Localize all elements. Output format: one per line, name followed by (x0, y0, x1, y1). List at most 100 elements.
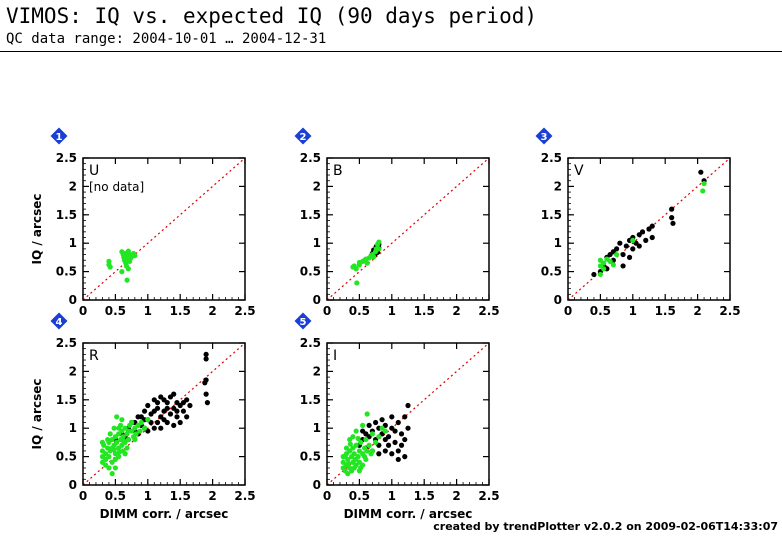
y-tick-label: 1 (554, 236, 562, 250)
x-tick-label: 0.5 (105, 489, 126, 503)
x-tick-label: 1 (388, 489, 396, 503)
y-tick-label: 0.5 (541, 265, 562, 279)
data-point-green (138, 419, 144, 426)
data-point-green (351, 465, 357, 471)
data-point-green (114, 414, 120, 420)
data-point-black (405, 425, 411, 431)
filter-label: U (89, 163, 99, 179)
data-point-black (158, 425, 164, 431)
data-point-green (124, 445, 130, 451)
data-point-black (669, 215, 675, 221)
y-tick-label: 0.5 (56, 265, 77, 279)
x-tick-label: 2 (208, 489, 216, 503)
panel-number: 2 (300, 132, 307, 143)
data-point-black (204, 400, 211, 406)
data-point-green (132, 436, 138, 443)
data-point-green (361, 454, 368, 460)
x-tick-label: 1.5 (170, 304, 191, 318)
data-point-green (345, 471, 351, 477)
x-tick-label: 2 (208, 304, 216, 318)
data-point-black (184, 414, 190, 420)
data-point-green (358, 465, 364, 471)
data-point-green (124, 277, 130, 283)
y-axis-label: IQ / arcsec (30, 379, 44, 450)
reference-line (82, 157, 246, 301)
data-point-green (106, 454, 112, 460)
data-point-green (125, 436, 131, 443)
panel-U: 0 0.5 1 1.5 2 2.5 0 0.5 1 1.5 2 2.5 IQ / arcsec U[no … (30, 127, 256, 318)
data-point-black (167, 411, 174, 417)
data-point-green (343, 445, 350, 451)
y-tick-label: 2 (554, 179, 562, 193)
panel-number-badge-icon (294, 127, 312, 145)
x-tick-label: 1 (388, 304, 396, 318)
data-point-green (347, 441, 353, 447)
data-point-green (107, 264, 113, 270)
data-point-black (164, 405, 170, 411)
data-point-black (614, 246, 620, 252)
y-tick-label: 2 (313, 179, 321, 193)
x-axis-label: DIMM corr. / arcsec (100, 507, 229, 521)
y-tick-label: 0 (313, 293, 321, 307)
data-point-green (376, 434, 382, 440)
y-tick-label: 2.5 (300, 151, 321, 165)
data-point-green (369, 431, 375, 437)
data-point-black (167, 394, 174, 400)
data-point-green (354, 280, 360, 286)
data-point-green (597, 271, 604, 278)
data-point-green (614, 251, 620, 258)
filter-label: B (333, 163, 343, 179)
x-tick-label: 1.5 (414, 489, 435, 503)
panel-V: 0 0.5 1 1.5 2 2.5 0 0.5 1 1.5 2 2.5 V 3 (535, 127, 741, 318)
x-tick-label: 2.5 (234, 489, 255, 503)
data-point-green (116, 454, 122, 460)
data-point-black (698, 169, 704, 175)
data-point-black (202, 380, 208, 386)
y-axis-label: IQ / arcsec (30, 194, 44, 265)
data-point-black (392, 428, 398, 434)
y-tick-label: 1.5 (541, 208, 562, 222)
data-point-green (114, 439, 120, 445)
y-tick-label: 1 (313, 421, 321, 435)
x-tick-label: 2 (452, 304, 460, 318)
data-point-black (174, 414, 180, 420)
data-point-black (649, 223, 655, 229)
data-point-black (151, 425, 157, 431)
data-point-green (364, 411, 370, 417)
data-point-green (119, 417, 125, 423)
header-divider (0, 51, 782, 52)
data-point-black (180, 400, 187, 406)
y-tick-label: 1.5 (300, 208, 321, 222)
data-point-black (379, 417, 385, 423)
data-point-green (119, 269, 125, 275)
data-point-black (203, 391, 209, 397)
data-point-black (591, 271, 597, 278)
data-point-black (398, 442, 405, 448)
x-tick-label: 0 (79, 489, 87, 503)
data-point-black (626, 254, 633, 260)
data-point-green (111, 447, 117, 453)
data-point-green (601, 266, 607, 272)
data-point-green (105, 436, 111, 443)
panel-R: 0 0.5 1 1.5 2 2.5 0 0.5 1 1.5 2 2.5 IQ / arcsec DIMM … (30, 312, 256, 521)
x-tick-label: 2.5 (478, 489, 499, 503)
data-point-black (395, 419, 401, 426)
data-point-black (630, 246, 636, 252)
y-tick-label: 2.5 (541, 151, 562, 165)
x-tick-label: 0.5 (349, 304, 370, 318)
data-point-black (203, 351, 209, 357)
y-tick-label: 0.5 (56, 450, 77, 464)
y-tick-label: 0 (313, 478, 321, 492)
data-point-green (353, 266, 359, 272)
data-point-green (345, 460, 351, 467)
y-tick-label: 2.5 (300, 336, 321, 350)
x-tick-label: 0 (79, 304, 87, 318)
data-point-black (405, 402, 411, 409)
panel-number-badge-icon (294, 312, 312, 330)
y-tick-label: 2 (69, 364, 77, 378)
data-point-green (353, 442, 359, 448)
date-range-subtitle: QC data range: 2004-10-01 … 2004-12-31 (6, 31, 327, 47)
panel-I: 0 0.5 1 1.5 2 2.5 0 0.5 1 1.5 2 2.5 DIMM corr. / arc… (294, 312, 500, 521)
data-point-green (120, 438, 126, 444)
